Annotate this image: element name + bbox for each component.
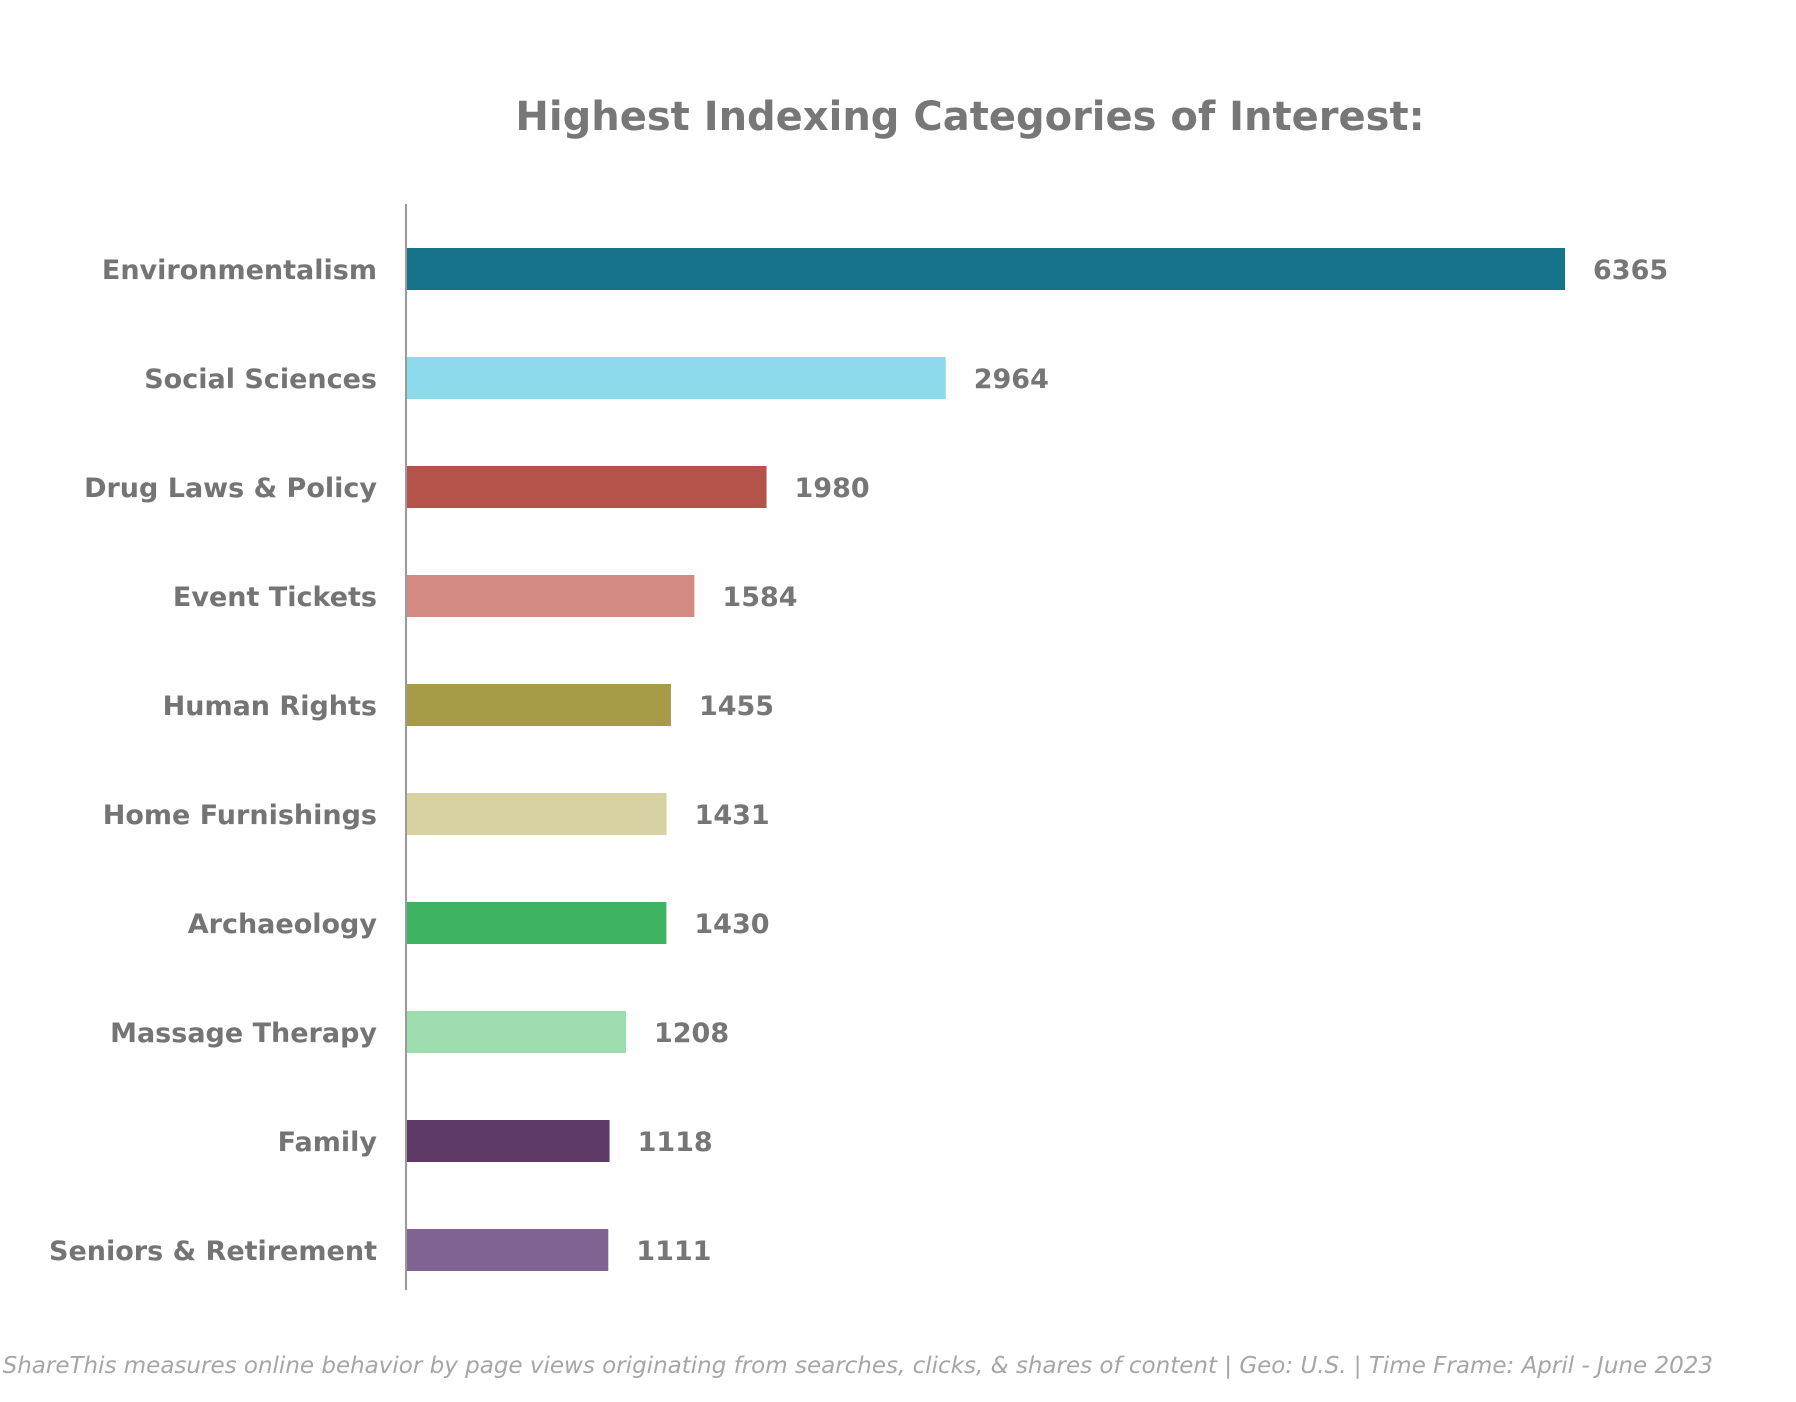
category-label: Family <box>278 1127 378 1158</box>
value-label: 1430 <box>694 909 769 940</box>
value-label: 1208 <box>654 1018 729 1049</box>
bar <box>406 1229 609 1271</box>
bar-group: Home Furnishings 1431 <box>103 793 770 835</box>
value-label: 6365 <box>1593 255 1668 286</box>
bar <box>406 684 671 726</box>
category-label: Home Furnishings <box>103 800 377 831</box>
value-label: 1980 <box>795 473 870 504</box>
bar-group: Seniors & Retirement 1111 <box>49 1229 711 1271</box>
value-label: 1431 <box>695 800 770 831</box>
category-label: Archaeology <box>188 909 378 940</box>
bar-group: Family 1118 <box>278 1120 713 1162</box>
category-label: Human Rights <box>163 691 377 722</box>
bar <box>406 793 667 835</box>
value-label: 1455 <box>699 691 774 722</box>
bar-group: Archaeology 1430 <box>188 902 770 944</box>
footnote: ShareThis measures online behavior by pa… <box>3 1353 1713 1379</box>
category-label: Event Tickets <box>173 582 377 613</box>
category-label: Social Sciences <box>144 364 377 395</box>
bar-group: Social Sciences 2964 <box>144 357 1049 399</box>
value-label: 2964 <box>974 364 1049 395</box>
value-label: 1111 <box>636 1236 711 1267</box>
bars-layer: Environmentalism 6365 Social Sciences 2964 D… <box>49 248 1668 1271</box>
bar-group: Massage Therapy 1208 <box>110 1011 729 1053</box>
bar <box>406 248 1565 290</box>
bar-group: Environmentalism 6365 <box>102 248 1668 290</box>
bar <box>406 1011 626 1053</box>
value-label: 1584 <box>722 582 797 613</box>
bar <box>406 575 695 617</box>
bar-group: Drug Laws & Policy 1980 <box>84 466 870 508</box>
value-label: 1118 <box>638 1127 713 1158</box>
chart-title: Highest Indexing Categories of Interest: <box>515 94 1424 140</box>
bar-group: Event Tickets 1584 <box>173 575 798 617</box>
bar <box>406 357 946 399</box>
category-label: Massage Therapy <box>110 1018 377 1049</box>
bar <box>406 466 767 508</box>
category-label: Seniors & Retirement <box>49 1236 377 1267</box>
bar <box>406 1120 610 1162</box>
bar <box>406 902 667 944</box>
bar-group: Human Rights 1455 <box>163 684 774 726</box>
category-label: Environmentalism <box>102 255 377 286</box>
category-label: Drug Laws & Policy <box>84 473 377 504</box>
